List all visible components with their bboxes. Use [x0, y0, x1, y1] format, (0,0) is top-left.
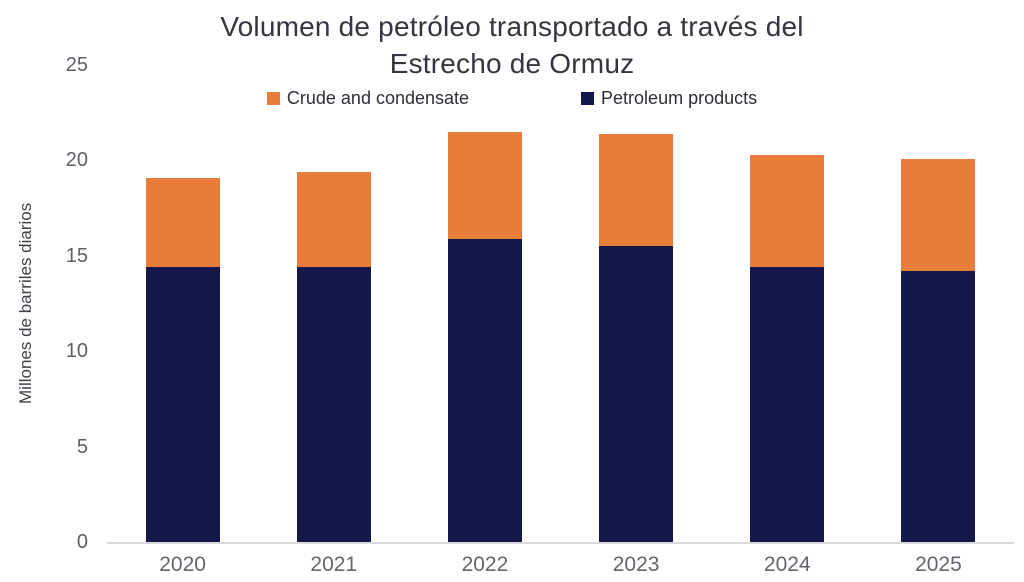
x-axis-label-2021: 2021: [310, 553, 358, 576]
bar-segment-crude-and-condensate-2020: [145, 177, 220, 268]
y-axis-title: Millones de barriles diarios: [16, 202, 35, 405]
bar-group-2022: 2022: [409, 65, 560, 576]
y-tick-label-10: 10: [65, 340, 88, 363]
y-tick-label-15: 15: [65, 244, 88, 267]
bar-stack-2023: [599, 65, 674, 542]
bar-group-2024: 2024: [712, 65, 863, 576]
chart-title: Volumen de petróleo transportado a travé…: [0, 8, 1024, 82]
y-tick-label-5: 5: [76, 435, 88, 458]
legend-item-petroleum-products: Petroleum products: [581, 88, 757, 109]
y-tick-label-0: 0: [76, 531, 88, 553]
bar-segment-petroleum-products-2024: [750, 267, 825, 542]
bar-group-2020: 2020: [107, 65, 258, 576]
bar-segment-petroleum-products-2022: [447, 238, 522, 542]
bar-segment-crude-and-condensate-2025: [901, 158, 976, 272]
bar-stack-2022: [447, 65, 522, 542]
bar-segment-petroleum-products-2023: [599, 246, 674, 542]
bar-group-2025: 2025: [863, 65, 1014, 576]
bar-stack-2025: [901, 65, 976, 542]
x-axis-label-2023: 2023: [612, 553, 660, 576]
bar-segment-crude-and-condensate-2022: [447, 131, 522, 239]
bar-group-2021: 2021: [258, 65, 409, 576]
bar-segment-crude-and-condensate-2023: [599, 133, 674, 247]
chart-title-line-2: Estrecho de Ormuz: [389, 48, 635, 79]
legend-item-crude-and-condensate: Crude and condensate: [266, 88, 470, 109]
bar-stack-2020: [145, 65, 220, 542]
bar-segment-crude-and-condensate-2024: [750, 154, 825, 268]
x-axis-label-2024: 2024: [763, 553, 811, 576]
x-axis-label-2022: 2022: [461, 553, 509, 576]
bar-stack-2024: [750, 65, 825, 542]
x-axis-label-2025: 2025: [915, 553, 962, 576]
legend-label-petroleum-products: Petroleum products: [601, 88, 758, 108]
bar-segment-crude-and-condensate-2021: [296, 171, 371, 268]
legend-swatch-crude-and-condensate-icon: [266, 92, 280, 105]
y-axis-ticks: 0 5 10 15 20 25: [40, 54, 88, 553]
chart-legend: Crude and condensate Petroleum products: [0, 88, 1024, 109]
bar-segment-petroleum-products-2020: [145, 267, 220, 542]
x-axis-label-2020: 2020: [159, 553, 206, 576]
plot-area: 2020 2021 2022 2023 2024 2025: [107, 65, 1014, 576]
bar-segment-petroleum-products-2025: [901, 271, 976, 542]
legend-label-crude-and-condensate: Crude and condensate: [286, 88, 470, 108]
y-tick-label-25: 25: [65, 54, 88, 76]
legend-swatch-petroleum-products-icon: [581, 92, 595, 105]
bar-segment-petroleum-products-2021: [296, 267, 371, 542]
chart-title-line-1: Volumen de petróleo transportado a travé…: [220, 11, 804, 42]
bar-group-2023: 2023: [561, 65, 712, 576]
bar-stack-2021: [296, 65, 371, 542]
y-tick-label-20: 20: [65, 149, 88, 172]
